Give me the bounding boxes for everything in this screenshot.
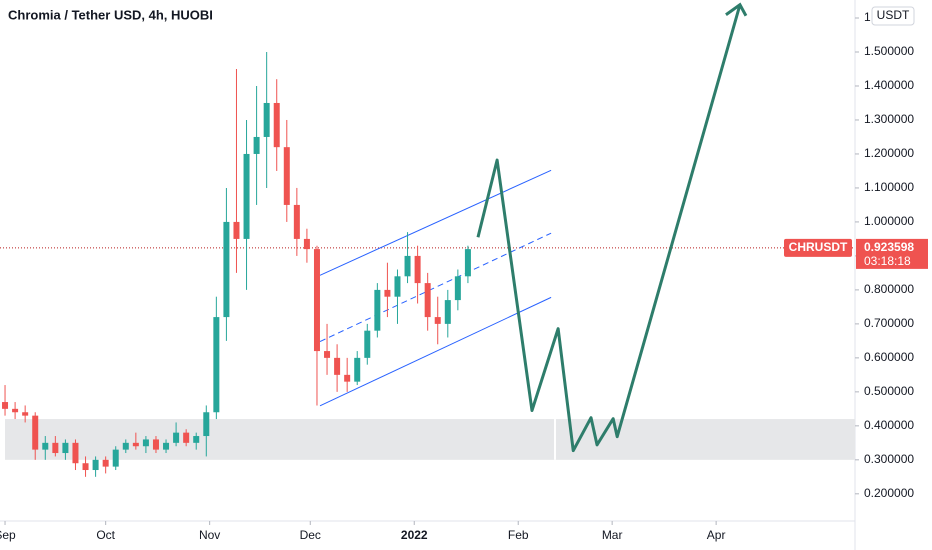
x-tick-label: Mar bbox=[602, 528, 623, 542]
candle-body bbox=[52, 442, 59, 454]
candle-body bbox=[364, 330, 371, 358]
candle-body bbox=[354, 357, 361, 382]
y-tick-label: 1.200000 bbox=[864, 146, 914, 160]
chart-title: Chromia / Tether USD, 4h, HUOBI bbox=[8, 7, 213, 22]
plot bbox=[0, 2, 855, 477]
candle-body bbox=[424, 283, 431, 318]
candle-body bbox=[313, 249, 320, 352]
y-tick-label: 1.500000 bbox=[864, 44, 914, 58]
y-tick-label: 1.400000 bbox=[864, 78, 914, 92]
candle-body bbox=[203, 412, 210, 437]
candle-body bbox=[464, 249, 471, 277]
candle-body bbox=[283, 147, 290, 205]
y-tick-label: 0.700000 bbox=[864, 316, 914, 330]
y-tick-label: 0.200000 bbox=[864, 486, 914, 500]
channel-line bbox=[319, 169, 552, 276]
candle-body bbox=[22, 412, 29, 416]
candle-body bbox=[454, 276, 461, 301]
projection-arrowhead bbox=[725, 2, 748, 17]
candle-body bbox=[394, 276, 401, 297]
candle-body bbox=[193, 436, 200, 443]
y-tick-label: 0.500000 bbox=[864, 384, 914, 398]
candle-body bbox=[233, 221, 240, 239]
candle-body bbox=[213, 317, 220, 413]
y-tick-label: 1.000000 bbox=[864, 214, 914, 228]
x-tick-label: Nov bbox=[199, 528, 220, 542]
candle-body bbox=[374, 289, 381, 331]
x-tick-label: Sep bbox=[0, 528, 16, 542]
x-tick-label: Oct bbox=[96, 528, 115, 542]
countdown-label: 03:18:18 bbox=[864, 254, 911, 268]
candle-body bbox=[122, 442, 129, 450]
x-tick-label: Apr bbox=[707, 528, 726, 542]
candle-body bbox=[263, 102, 270, 137]
y-tick-label: 0.400000 bbox=[864, 418, 914, 432]
candle-body bbox=[72, 442, 79, 464]
candle-body bbox=[152, 439, 159, 450]
candle-body bbox=[434, 317, 441, 324]
y-tick-label: 1.100000 bbox=[864, 180, 914, 194]
candle-body bbox=[102, 459, 109, 467]
candle-body bbox=[132, 442, 139, 447]
candle-body bbox=[253, 136, 260, 154]
candle-body bbox=[384, 289, 391, 297]
currency-label: USDT bbox=[877, 8, 910, 22]
candle-body bbox=[324, 351, 331, 358]
x-tick-label: Feb bbox=[508, 528, 529, 542]
candle-body bbox=[42, 442, 49, 450]
channel-line bbox=[319, 232, 552, 343]
candle-body bbox=[173, 432, 180, 443]
x-tick-label: Dec bbox=[300, 528, 321, 542]
candle-body bbox=[293, 204, 300, 239]
price-badge bbox=[856, 238, 928, 269]
candle-body bbox=[223, 221, 230, 318]
support-zone bbox=[5, 419, 855, 460]
candle-body bbox=[303, 238, 310, 250]
candle-body bbox=[243, 153, 250, 239]
y-tick-label: 0.600000 bbox=[864, 350, 914, 364]
y-tick-label: 0.300000 bbox=[864, 452, 914, 466]
candle-body bbox=[183, 432, 190, 443]
candle-body bbox=[82, 463, 89, 471]
candle-body bbox=[344, 374, 351, 382]
candle-body bbox=[404, 255, 411, 277]
candle-body bbox=[444, 300, 451, 324]
y-tick-label: 0.800000 bbox=[864, 282, 914, 296]
projection-path bbox=[476, 4, 742, 453]
candle-body bbox=[62, 442, 69, 454]
candle-body bbox=[163, 442, 170, 450]
channel-line bbox=[319, 296, 552, 407]
symbol-badge bbox=[784, 238, 852, 257]
candle-body bbox=[12, 408, 19, 413]
candle-body bbox=[112, 449, 119, 467]
candle-body bbox=[142, 439, 149, 447]
candle-body bbox=[32, 415, 39, 450]
last-price-label: 0.923598 bbox=[864, 240, 914, 254]
y-tick-label: 1.300000 bbox=[864, 112, 914, 126]
candle-body bbox=[2, 402, 9, 409]
candle-body bbox=[92, 459, 99, 471]
candle-body bbox=[273, 102, 280, 148]
x-tick-label: 2022 bbox=[401, 528, 428, 542]
currency-button[interactable] bbox=[871, 6, 915, 26]
candle-body bbox=[414, 255, 421, 284]
symbol-label: CHRUSDT bbox=[789, 240, 848, 254]
candle-body bbox=[334, 357, 341, 375]
